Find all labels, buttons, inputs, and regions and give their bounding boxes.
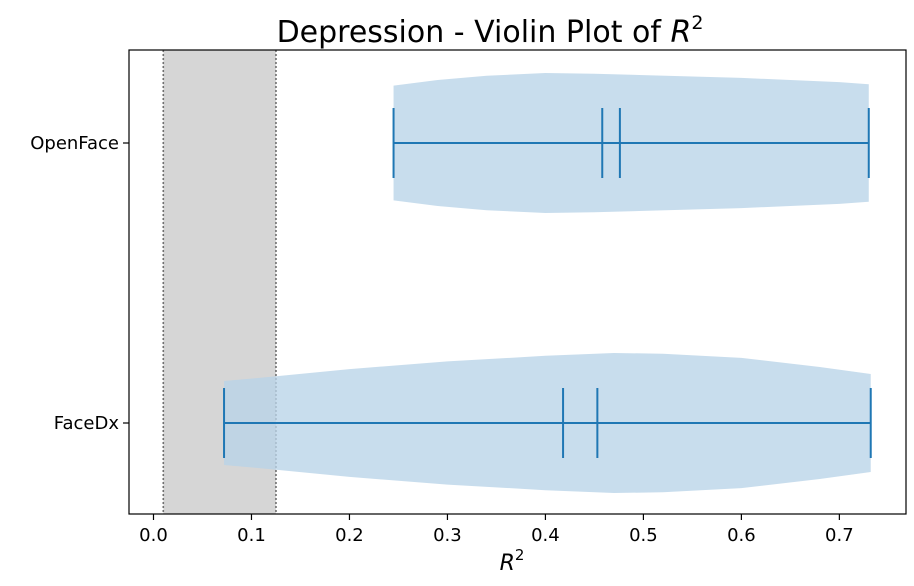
chart-title: Depression - Violin Plot of R2 — [277, 12, 704, 50]
x-axis-label: R2 — [500, 546, 525, 576]
x-axis-ticks: 0.0 0.1 0.2 0.3 0.4 0.5 0.6 0.7 — [139, 514, 854, 546]
chart-title-variable: R — [670, 15, 691, 50]
x-tick-label: 0.6 — [727, 525, 756, 546]
violins-layer — [223, 73, 872, 493]
chart-title-prefix: Depression - Violin Plot of — [277, 15, 671, 50]
x-axis-label-superscript: 2 — [515, 546, 525, 564]
x-tick-label: 0.0 — [139, 525, 168, 546]
y-axis-ticks: OpenFace FaceDx — [30, 133, 129, 434]
x-tick-label: 0.2 — [335, 525, 364, 546]
x-tick-label: 0.5 — [629, 525, 658, 546]
y-tick-label-facedx: FaceDx — [54, 413, 120, 434]
x-tick-label: 0.1 — [237, 525, 266, 546]
plot-frame — [128, 49, 907, 515]
x-tick-label: 0.7 — [825, 525, 854, 546]
x-tick-label: 0.4 — [531, 525, 560, 546]
y-tick-label-openface: OpenFace — [30, 133, 119, 154]
x-tick-label: 0.3 — [433, 525, 462, 546]
x-axis-label-variable: R — [500, 551, 515, 576]
chart-title-superscript: 2 — [691, 12, 703, 34]
